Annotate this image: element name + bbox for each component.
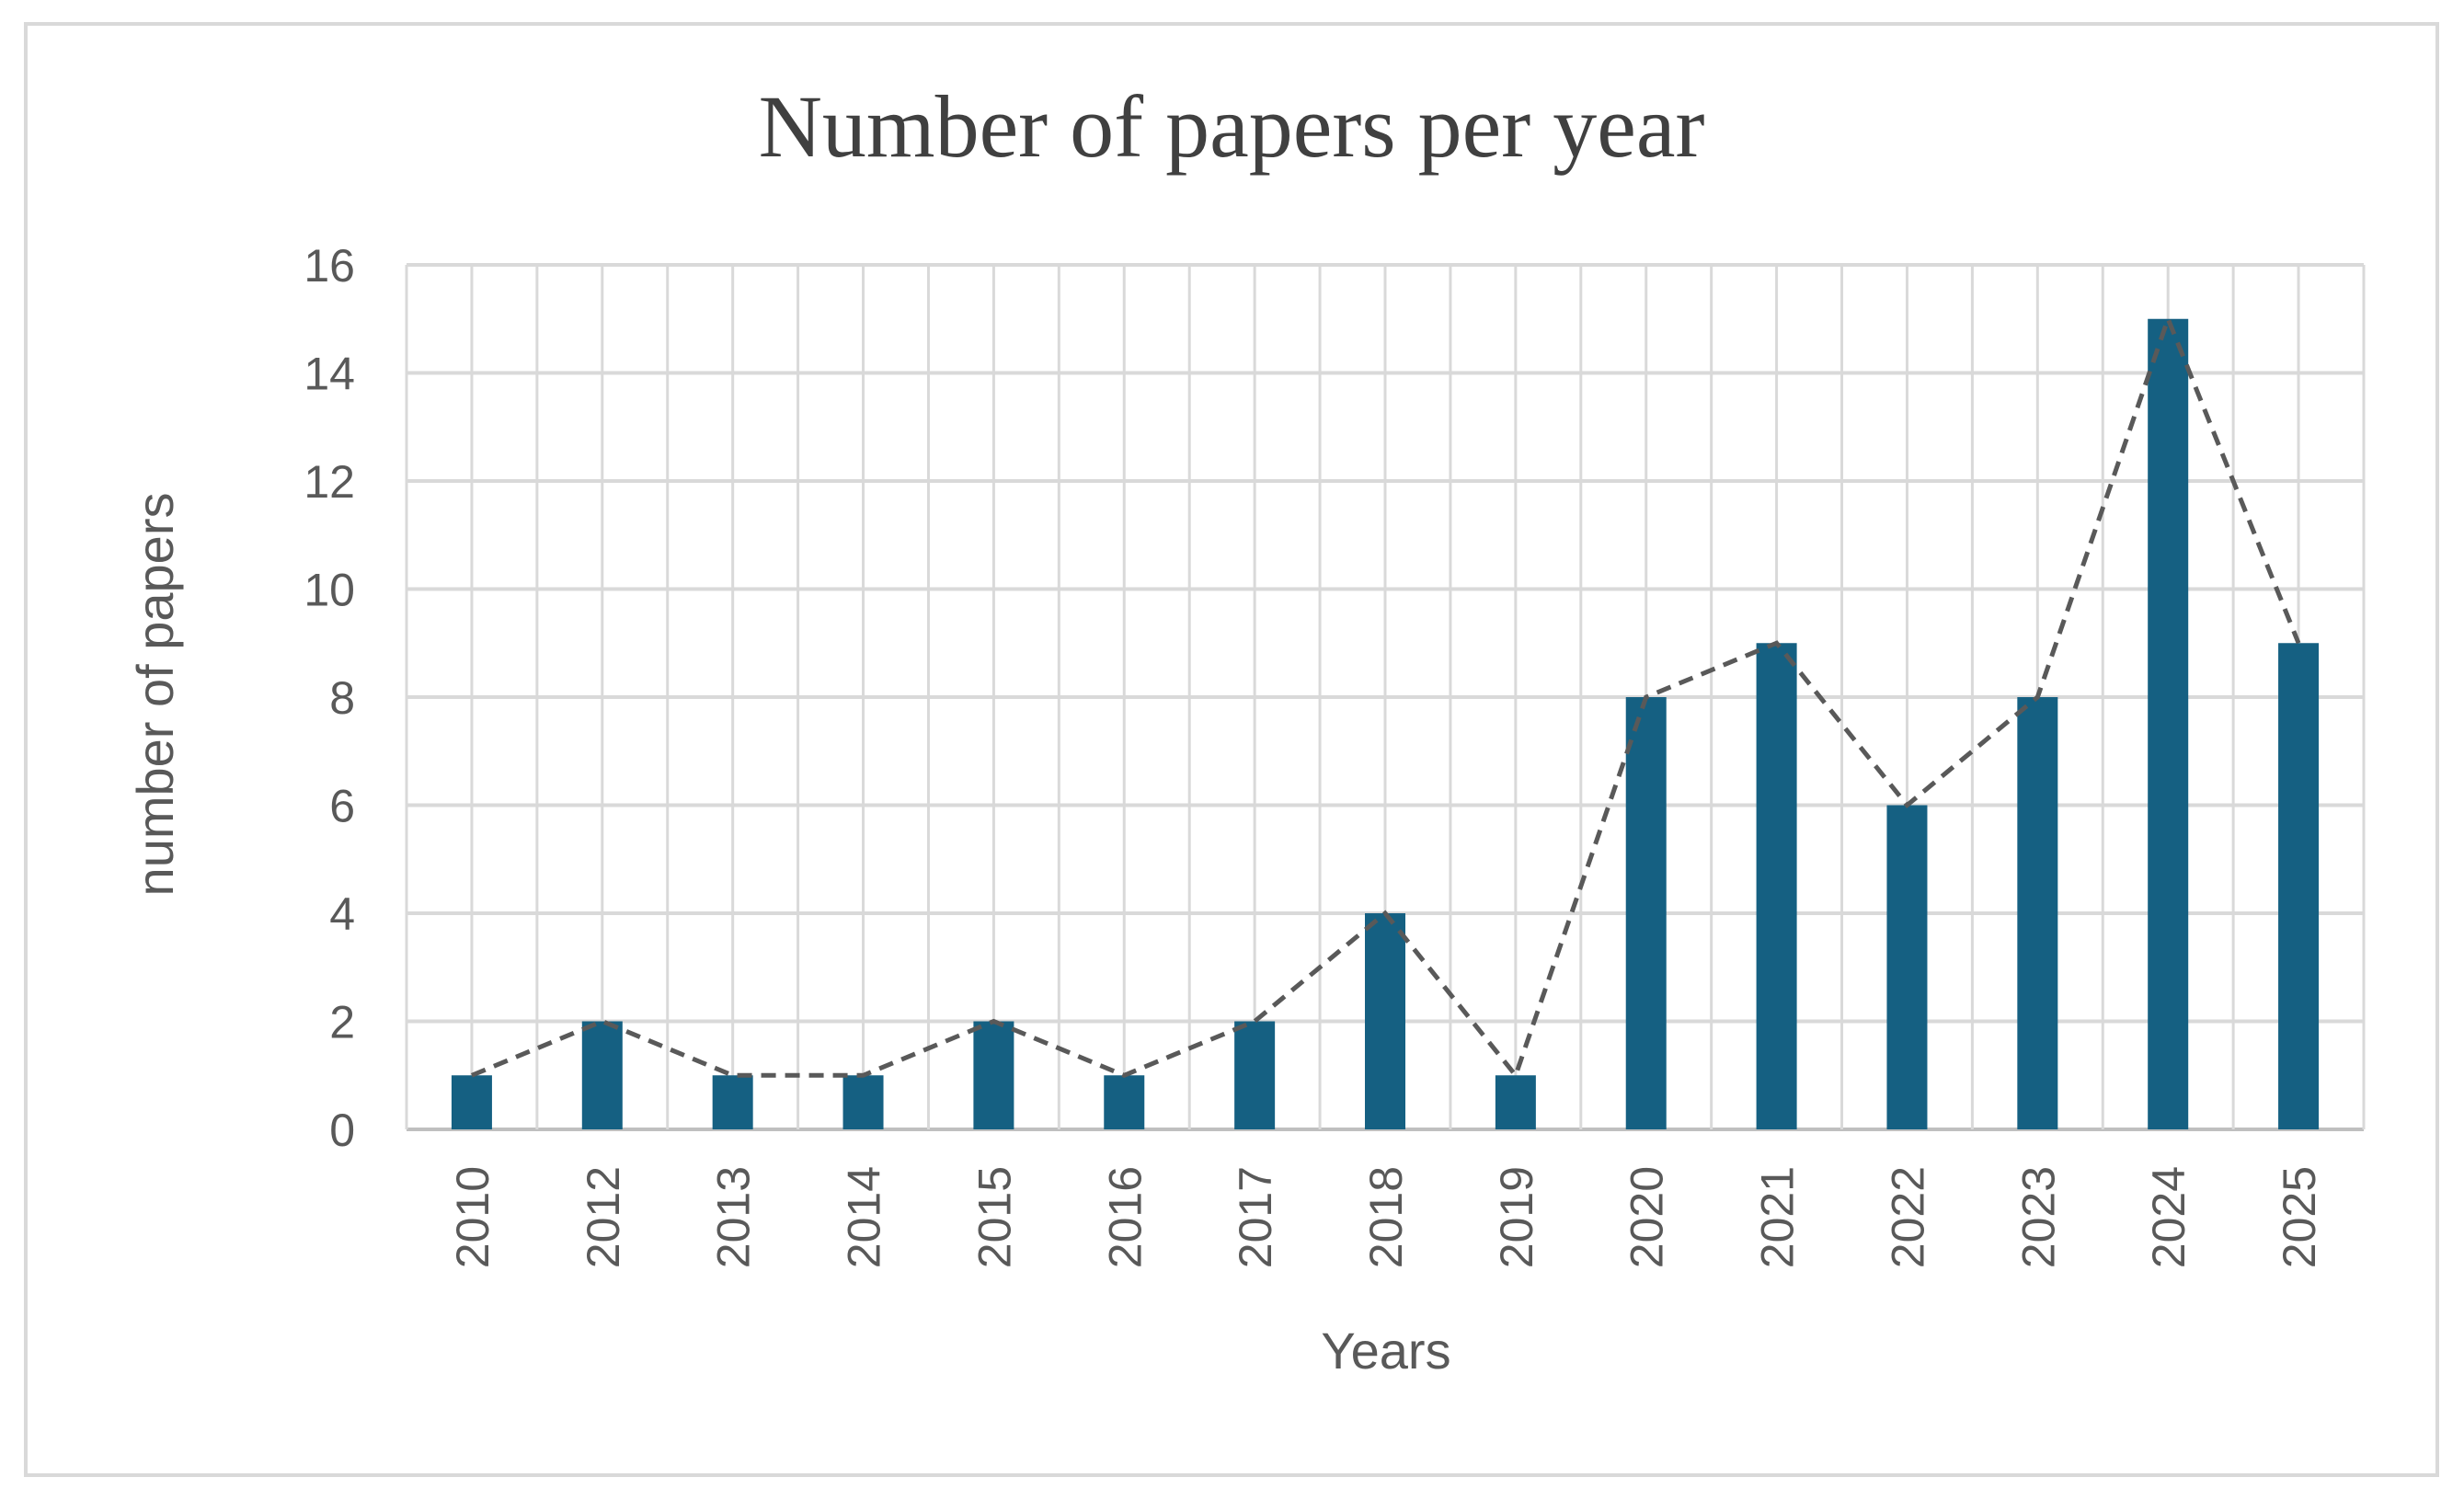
- y-tick-label: 2: [329, 997, 355, 1048]
- y-tick-label: 12: [304, 456, 355, 508]
- bar: [712, 1075, 753, 1129]
- bar: [842, 1075, 884, 1129]
- y-tick-label: 0: [329, 1105, 355, 1156]
- y-tick-label: 4: [329, 888, 355, 940]
- x-tick-label: 2021: [1752, 1166, 1804, 1268]
- x-tick-label: 2023: [2012, 1166, 2064, 1268]
- bar: [1756, 643, 1797, 1129]
- x-tick-label: 2025: [2274, 1166, 2325, 1268]
- bar: [2278, 643, 2320, 1129]
- x-tick-label: 2020: [1622, 1166, 1673, 1268]
- x-tick-label: 2014: [839, 1166, 890, 1268]
- bar: [1234, 1021, 1276, 1129]
- bar: [581, 1021, 623, 1129]
- y-tick-label: 8: [329, 672, 355, 724]
- x-tick-label: 2012: [578, 1166, 629, 1268]
- bar: [1886, 805, 1928, 1129]
- chart-title: Number of papers per year: [759, 77, 1705, 176]
- bar: [451, 1075, 492, 1129]
- bar: [2017, 697, 2058, 1129]
- y-tick-label: 6: [329, 781, 355, 832]
- x-tick-label: 2013: [708, 1166, 760, 1268]
- x-tick-label: 2010: [447, 1166, 499, 1268]
- trend-line-path: [470, 312, 2301, 1081]
- x-tick-label: 2018: [1360, 1166, 1412, 1268]
- bar: [2148, 318, 2189, 1129]
- x-tick-label: 2016: [1099, 1166, 1151, 1268]
- x-tick-label: 2019: [1491, 1166, 1542, 1268]
- x-tick-label: 2022: [1882, 1166, 1933, 1268]
- bars: [451, 318, 2320, 1129]
- bar: [973, 1021, 1014, 1129]
- bar: [1365, 913, 1405, 1129]
- bar: [1104, 1075, 1145, 1129]
- y-tick-label: 16: [304, 240, 355, 292]
- y-tick-label: 10: [304, 565, 355, 616]
- bar: [1495, 1075, 1536, 1129]
- x-axis-ticks: 2010 2012 2013 2014 2015 2016 2017 2018 2019 2020…: [447, 1166, 2325, 1268]
- y-axis-ticks: 0 2 4 6 8 10 12 14 16: [304, 240, 355, 1156]
- bar: [1625, 697, 1667, 1129]
- y-axis-title: number of papers: [126, 493, 184, 897]
- x-tick-label: 2024: [2143, 1166, 2195, 1268]
- y-tick-label: 14: [304, 349, 355, 400]
- x-tick-label: 2017: [1230, 1166, 1281, 1268]
- x-axis-title: Years: [1321, 1322, 1450, 1380]
- trend-line: [470, 312, 2301, 1081]
- x-tick-label: 2015: [968, 1166, 1020, 1268]
